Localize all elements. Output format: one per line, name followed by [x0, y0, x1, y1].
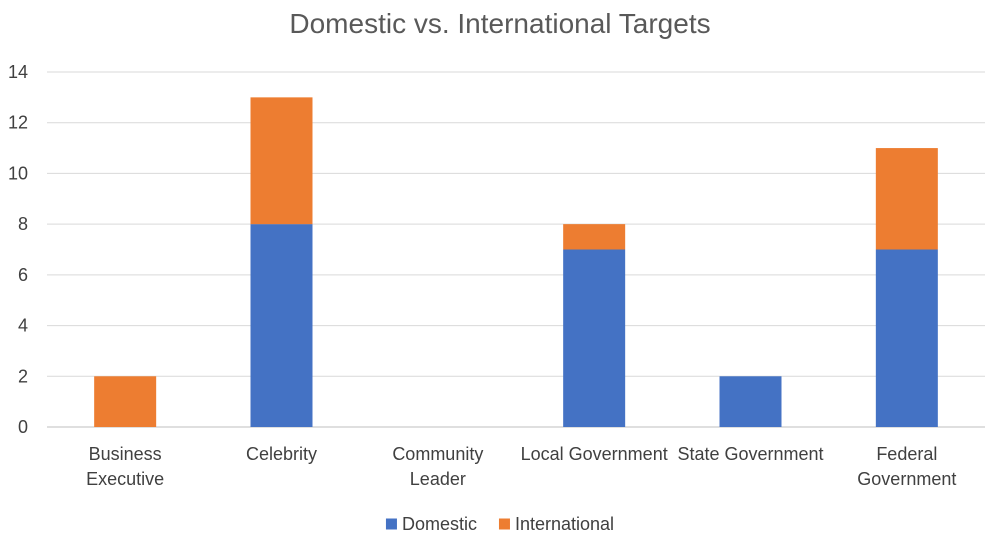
bar-domestic	[563, 249, 626, 427]
y-tick-label: 14	[8, 62, 28, 82]
x-category-label: Executive	[86, 469, 164, 489]
y-tick-label: 12	[8, 113, 28, 133]
x-category-label: Leader	[410, 469, 466, 489]
y-tick-label: 2	[18, 366, 28, 386]
legend-swatch-international	[498, 518, 510, 530]
x-category-label: State Government	[677, 444, 823, 464]
x-axis-categories: Business Executive Celebrity Community Leade…	[86, 444, 956, 489]
bar-international	[250, 97, 313, 225]
bars	[94, 97, 938, 427]
legend-label-domestic: Domestic	[402, 514, 477, 534]
y-tick-label: 4	[18, 316, 28, 336]
y-axis-ticks: 0 2 4 6 8 10 12 14	[8, 62, 28, 437]
y-tick-label: 8	[18, 214, 28, 234]
bar-domestic	[250, 224, 313, 427]
gridlines	[47, 71, 985, 428]
bar-international	[875, 148, 938, 250]
legend-label-international: International	[515, 514, 614, 534]
x-category-label: Business	[89, 444, 162, 464]
legend-swatch-domestic	[385, 518, 397, 530]
y-tick-label: 6	[18, 265, 28, 285]
y-tick-label: 10	[8, 163, 28, 183]
x-category-label: Community	[392, 444, 483, 464]
x-category-label: Federal	[876, 444, 937, 464]
x-category-label: Government	[857, 469, 956, 489]
bar-domestic	[875, 249, 938, 427]
bar-international	[94, 376, 157, 427]
x-category-label: Celebrity	[246, 444, 317, 464]
chart-title: Domestic vs. International Targets	[289, 8, 710, 39]
legend: Domestic International	[385, 514, 614, 534]
bar-international	[563, 224, 626, 250]
x-category-label: Local Government	[521, 444, 668, 464]
y-tick-label: 0	[18, 417, 28, 437]
bar-domestic	[719, 376, 782, 427]
